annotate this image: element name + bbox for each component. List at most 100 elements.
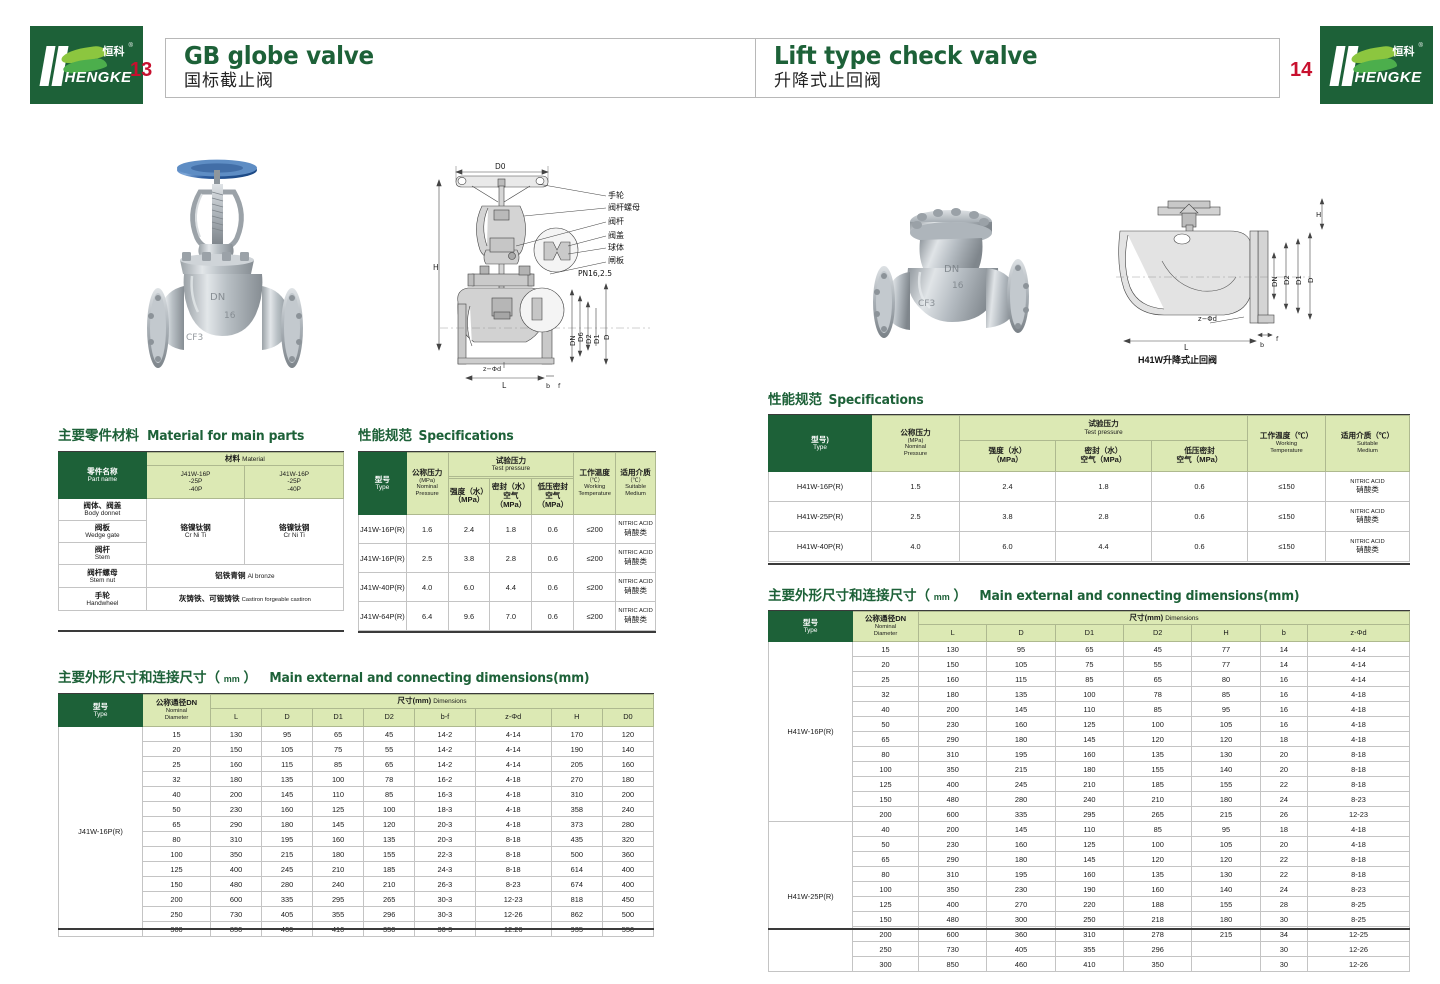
dim-cell-d2: 85 bbox=[1123, 701, 1193, 717]
dim-cell-dn: 65 bbox=[852, 731, 919, 747]
dim-cell-d1: 65 bbox=[312, 726, 365, 742]
table-row: 200 600 335 295 265 30-3 12-23 818 450 bbox=[59, 891, 655, 907]
spec-cell-lowseal: 0.6 bbox=[1151, 531, 1248, 562]
dim-cell-d2: 188 bbox=[1123, 896, 1193, 912]
dim-cell-b: 14 bbox=[1259, 641, 1309, 657]
spec-cell-strength: 6.0 bbox=[959, 531, 1056, 562]
table-row: 32 180 135 100 78 16-2 4-18 270 180 bbox=[59, 771, 655, 787]
dim-cell-d1: 220 bbox=[1054, 896, 1125, 912]
dim-cell-d1: 240 bbox=[312, 876, 365, 892]
dim-cell-d2: 135 bbox=[1123, 746, 1193, 762]
dim-cell-z-d: 8-18 bbox=[474, 846, 552, 862]
dim-cell-d: 105 bbox=[261, 741, 314, 757]
dim-cell-l: 130 bbox=[917, 641, 988, 657]
table-row: 125 400 245 210 185 24-3 8-18 614 400 bbox=[59, 861, 655, 877]
spec-cell-nominal: 2.5 bbox=[405, 543, 449, 573]
dim-col-header-d1: D1 bbox=[312, 708, 365, 727]
dim-cell-d0: 140 bbox=[601, 741, 655, 757]
dim-cell-h: 155 bbox=[1191, 776, 1261, 792]
label-d0: D0 bbox=[495, 162, 506, 171]
dim-cell-l: 350 bbox=[917, 881, 988, 897]
dim-cell-d2: 120 bbox=[363, 816, 416, 832]
dim-cell-l: 400 bbox=[917, 896, 988, 912]
dim-cell-dn: 300 bbox=[852, 956, 919, 972]
dim-cell-d0: 180 bbox=[601, 771, 655, 787]
dim-cell-d: 245 bbox=[261, 861, 314, 877]
dim-cell-d2: 100 bbox=[1123, 836, 1193, 852]
spec-cell-temp: ≤150 bbox=[1247, 471, 1326, 502]
spec-header-testpressure: 试验压力 Test pressure bbox=[447, 451, 575, 478]
table-row: 100 350 215 180 155 22-3 8-18 500 360 bbox=[59, 846, 655, 862]
dim-cell-b: 30 bbox=[1259, 941, 1309, 957]
dim-cell-h: 190 bbox=[550, 741, 603, 757]
dim-cell-l: 600 bbox=[917, 806, 988, 822]
svg-text:CF3: CF3 bbox=[186, 333, 203, 343]
table-row: J41W-16P(R) 2.5 3.8 2.8 0.6 ≤200 NITRIC ACID 硝酸… bbox=[358, 543, 656, 573]
dim-cell-d2: 265 bbox=[363, 891, 416, 907]
table-row: 阀板 Wedge gate bbox=[58, 520, 344, 543]
dim-cell-dn: 80 bbox=[142, 831, 211, 847]
table-row: 65 290 180 145 120 20-3 4-18 373 280 bbox=[59, 816, 655, 832]
material-header-partname: 零件名称 Part name bbox=[58, 452, 147, 499]
label-d2: D2 bbox=[1283, 275, 1291, 285]
dim-cell-dn: 15 bbox=[142, 726, 211, 742]
dim-cell-z-d: 8-25 bbox=[1307, 911, 1410, 927]
dim-cell-d2: 210 bbox=[363, 876, 416, 892]
dim-cell-l: 230 bbox=[917, 716, 988, 732]
dim-cell-b: 20 bbox=[1259, 836, 1309, 852]
table-row: 150 480 300 250 218 180 30 8-25 bbox=[769, 911, 1410, 927]
dim-cell-dn: 20 bbox=[852, 656, 919, 672]
label-b: b bbox=[1260, 341, 1264, 349]
dim-cell-d0: 320 bbox=[601, 831, 655, 847]
spec-cell-nominal: 4.0 bbox=[871, 531, 960, 562]
label-d1: D1 bbox=[593, 334, 601, 344]
table-row: 50 230 160 125 100 18-3 4-18 358 240 bbox=[59, 801, 655, 817]
dim-col-header-z-d: z-Φd bbox=[474, 708, 552, 727]
dim-cell-l: 480 bbox=[917, 911, 988, 927]
dim-cell-dn: 40 bbox=[852, 701, 919, 717]
dim-cell-z-d: 4-14 bbox=[474, 741, 552, 757]
right-spec-table: 型号) Type 公称压力 (MPa) Nominal Pressure 试验压… bbox=[768, 415, 1410, 562]
spec-cell-seal: 1.8 bbox=[1055, 471, 1152, 502]
table-row: 80 310 195 160 135 130 20 8-18 bbox=[769, 746, 1410, 762]
dim-cell-dn: 250 bbox=[142, 906, 211, 922]
label-z-phi-d: z−Φd bbox=[1198, 315, 1217, 323]
table-row: 125 400 245 210 185 155 22 8-18 bbox=[769, 776, 1410, 792]
dim-cell-dn: 200 bbox=[852, 806, 919, 822]
dim-title-en: Main external and connecting dimensions(… bbox=[269, 671, 590, 686]
dim-cell-dn: 100 bbox=[852, 881, 919, 897]
spec-header-worktemp: 工作温度 （℃） Working Temperature bbox=[573, 452, 617, 515]
dim-cell-dn: 50 bbox=[142, 801, 211, 817]
dim-col-header-d0: D0 bbox=[601, 708, 655, 727]
dim-cell-z-d: 4-18 bbox=[1307, 686, 1410, 702]
dim-cell-z-d: 8-18 bbox=[1307, 761, 1410, 777]
dim-cell-d: 335 bbox=[261, 891, 314, 907]
dim-cell-z-d: 4-18 bbox=[1307, 716, 1410, 732]
dim-cell-d: 195 bbox=[261, 831, 314, 847]
dim-cell-h: 77 bbox=[1191, 641, 1261, 657]
dim-cell-l: 230 bbox=[917, 836, 988, 852]
dim-cell-d1: 355 bbox=[312, 906, 365, 922]
dim-cell-b: 22 bbox=[1259, 851, 1309, 867]
dim-col-header-b-f: b-f bbox=[414, 708, 476, 727]
table-row: 20 150 105 75 55 77 14 4-14 bbox=[769, 656, 1410, 672]
dim-cell-z-d: 8-23 bbox=[1307, 791, 1410, 807]
dim-cell-d: 280 bbox=[986, 791, 1056, 807]
dim-cell-z-d: 4-18 bbox=[1307, 836, 1410, 852]
dim-cell-d2: 65 bbox=[363, 756, 416, 772]
dim-cell-b-f: 20-3 bbox=[414, 831, 476, 847]
table-row: 150 480 280 240 210 180 24 8-23 bbox=[769, 791, 1410, 807]
dim-title-mm: mm bbox=[933, 592, 950, 602]
dim-cell-b-f: 22-3 bbox=[414, 846, 476, 862]
table-row: 80 310 195 160 135 130 22 8-18 bbox=[769, 866, 1410, 882]
dim-cell-d1: 410 bbox=[1054, 956, 1125, 972]
spec-header-testpressure: 试验压力 Test pressure bbox=[959, 415, 1248, 441]
material-value-handwheel: 灰铸铁、可锻铸铁 Castiron forgeable castiron bbox=[145, 587, 345, 611]
dim-cell-d1: 110 bbox=[312, 786, 365, 802]
left-spec-table: 型号 Type 公称压力 (MPa) Nominal Pressure 试验压力… bbox=[358, 451, 656, 631]
dim-cell-d0: 500 bbox=[601, 906, 655, 922]
dim-cell-h: 130 bbox=[1191, 746, 1261, 762]
label-b: b bbox=[546, 382, 550, 390]
dim-cell-z-d: 12-23 bbox=[474, 891, 552, 907]
spec-cell-lowseal: 0.6 bbox=[1151, 471, 1248, 502]
